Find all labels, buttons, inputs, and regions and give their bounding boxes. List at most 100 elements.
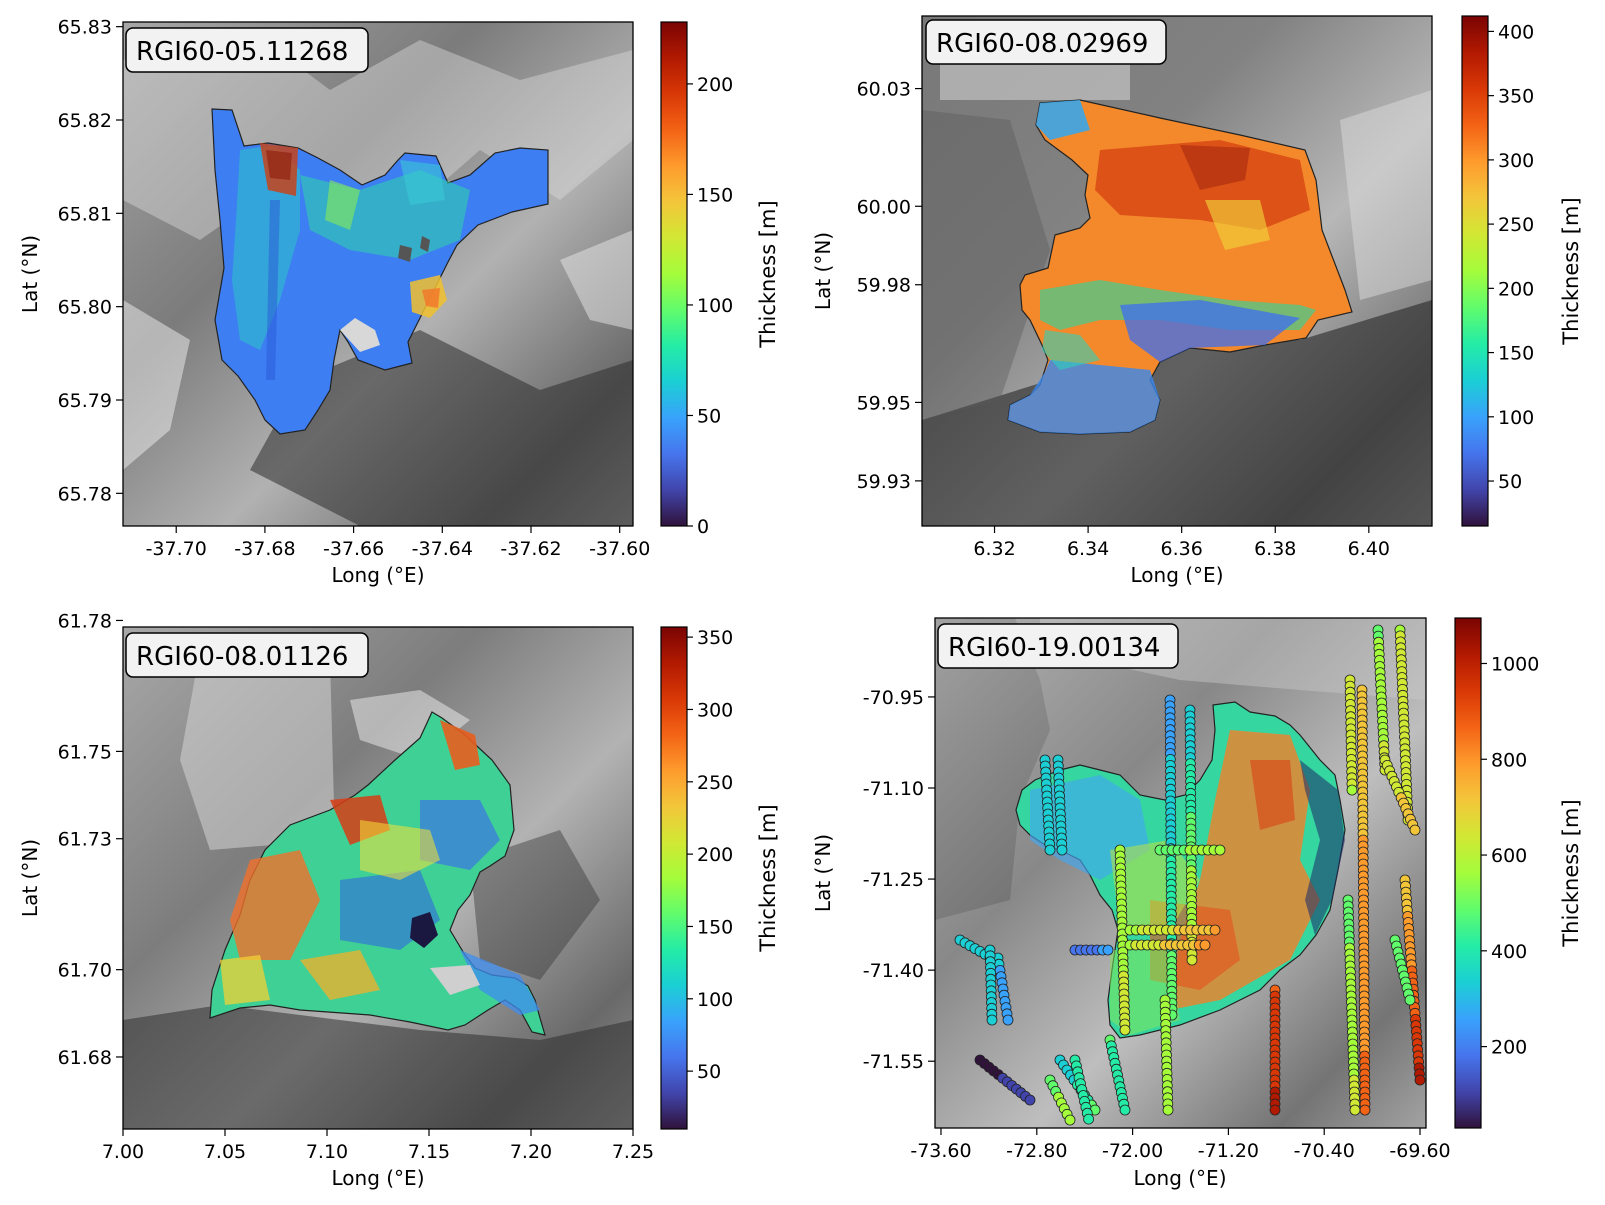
colorbar-title: Thickness [m]: [756, 200, 780, 348]
x-tick-label: 7.00: [102, 1141, 144, 1163]
x-tick-label: -37.70: [146, 538, 207, 560]
x-axis-title: Long (°E): [332, 1166, 425, 1190]
y-tick-label: -71.10: [863, 778, 924, 800]
y-tick-label: -70.95: [863, 687, 924, 709]
y-tick-label: 61.73: [58, 829, 112, 851]
panel-title: RGI60-08.02969: [936, 29, 1148, 59]
measurement-point: [1269, 1104, 1281, 1116]
measurement-point: [1409, 824, 1421, 836]
y-tick-label: -71.55: [863, 1051, 924, 1073]
measurement-point: [1024, 1094, 1036, 1106]
panel-rgi60-19-00134: RGI60-19.00134 -73.60 -72.80 -72.00 -71.20-…: [811, 617, 1583, 1190]
y-axis-title: Lat (°N): [811, 834, 835, 912]
x-tick-label: 7.05: [204, 1141, 246, 1163]
y-axis-title: Lat (°N): [811, 232, 835, 310]
colorbar-gradient: [660, 21, 688, 527]
x-tick-label: -37.68: [234, 538, 295, 560]
axes-frame: [934, 617, 1427, 1129]
colorbar-gradient: [660, 626, 688, 1130]
colorbar-tick-label: 800: [1491, 749, 1527, 771]
y-tick-label: -71.25: [863, 869, 924, 891]
measurement-point: [1044, 844, 1056, 856]
colorbar-gradient: [1461, 15, 1489, 527]
panel-title: RGI60-08.01126: [136, 642, 348, 672]
y-tick-label: 60.03: [857, 79, 911, 101]
measurement-point: [1186, 954, 1198, 966]
x-tick-label: 7.10: [306, 1141, 348, 1163]
y-tick-label: 65.83: [58, 17, 112, 39]
colorbar: 0 50 100 150 200: [660, 21, 733, 538]
panel-rgi60-08-01126: RGI60-08.01126 7.00 7.05 7.10 7.15 7.20 7.25 6…: [18, 610, 780, 1190]
colorbar-tick-label: 1000: [1491, 653, 1539, 675]
axes-ticks: -73.60 -72.80 -72.00 -71.20 -70.40 -69.60 -70.…: [863, 687, 1451, 1162]
x-tick-label: 7.25: [612, 1141, 654, 1163]
y-tick-label: 60.00: [857, 196, 911, 218]
measurement-point: [1002, 1014, 1014, 1026]
measurement-point: [1162, 1104, 1174, 1116]
x-tick-label: -73.60: [910, 1140, 971, 1162]
measurement-point: [1199, 939, 1211, 951]
measurement-point: [1119, 1104, 1131, 1116]
x-tick-label: -69.60: [1389, 1140, 1450, 1162]
panel-title: RGI60-19.00134: [948, 633, 1160, 663]
axes-ticks: 6.32 6.34 6.36 6.38 6.40 59.93 59.95 59.98 60.00…: [857, 79, 1390, 560]
x-tick-label: -37.62: [500, 538, 561, 560]
colorbar-tick-label: 250: [697, 772, 733, 794]
colorbar-tick-label: 350: [697, 627, 733, 649]
measurement-point: [986, 1014, 998, 1026]
x-tick-label: 6.36: [1161, 538, 1203, 560]
colorbar-tick-label: 400: [1491, 941, 1527, 963]
thickness-field: [1007, 99, 1353, 435]
axes-ticks: 7.00 7.05 7.10 7.15 7.20 7.25 61.68 61.70 61.73 6…: [58, 610, 655, 1163]
panel-rgi60-08-02969: RGI60-08.02969 6.32 6.34 6.36 6.38 6.40 59.93…: [811, 15, 1583, 587]
measurement-point: [1209, 924, 1221, 936]
x-tick-label: -70.40: [1294, 1140, 1355, 1162]
x-axis-title: Long (°E): [332, 563, 425, 587]
panel-label-box: RGI60-08.01126: [125, 632, 369, 678]
y-axis-title: Lat (°N): [18, 839, 42, 917]
y-tick-label: 61.75: [58, 741, 112, 763]
hillshade-background: [922, 16, 1432, 526]
colorbar-tick-label: 250: [1498, 214, 1534, 236]
measurement-point: [1214, 844, 1226, 856]
x-tick-label: 6.40: [1348, 538, 1390, 560]
measurement-point: [1119, 1024, 1131, 1036]
colorbar-tick-label: 200: [697, 844, 733, 866]
panel-label-box: RGI60-08.02969: [925, 19, 1167, 65]
measurement-point: [1346, 784, 1358, 796]
x-axis-title: Long (°E): [1131, 563, 1224, 587]
measurement-point: [1056, 844, 1068, 856]
axes-frame: [921, 15, 1433, 527]
y-tick-label: 59.98: [857, 275, 911, 297]
x-tick-label: 7.20: [510, 1141, 552, 1163]
colorbar-tick-label: 0: [697, 516, 709, 538]
y-tick-label: 59.93: [857, 471, 911, 493]
y-tick-label: -71.40: [863, 960, 924, 982]
panel-rgi60-05-11268: RGI60-05.11268 -37.70 -37.68 -37.66 -37.64-…: [18, 17, 780, 587]
colorbar-tick-label: 100: [697, 989, 733, 1011]
colorbar-tick-label: 300: [697, 699, 733, 721]
colorbar-title: Thickness [m]: [756, 804, 780, 952]
axes-frame: [122, 21, 634, 527]
colorbar-title: Thickness [m]: [1559, 799, 1583, 947]
x-tick-label: -37.66: [323, 538, 384, 560]
measurement-tracks: [954, 624, 1426, 1126]
y-tick-label: 61.78: [58, 610, 112, 632]
x-tick-label: 6.32: [973, 538, 1015, 560]
colorbar-tick-label: 200: [1498, 278, 1534, 300]
x-tick-label: 6.34: [1067, 538, 1109, 560]
panel-label-box: RGI60-05.11268: [125, 27, 369, 73]
y-tick-label: 65.79: [58, 390, 112, 412]
measurement-point: [1404, 994, 1416, 1006]
thickness-field: [211, 108, 549, 435]
measurement-point: [1349, 1104, 1361, 1116]
colorbar: 50 100 150 200 250 300 350 400: [1461, 15, 1534, 527]
x-tick-label: -72.80: [1006, 1140, 1067, 1162]
panel-label-box: RGI60-19.00134: [937, 623, 1179, 669]
colorbar: 50 100 150 200 250 300 350: [660, 626, 733, 1130]
x-tick-label: -71.20: [1198, 1140, 1259, 1162]
measurement-point: [1064, 1114, 1076, 1126]
colorbar-tick-label: 300: [1498, 150, 1534, 172]
colorbar-tick-label: 50: [697, 1061, 721, 1083]
colorbar-tick-label: 150: [697, 916, 733, 938]
